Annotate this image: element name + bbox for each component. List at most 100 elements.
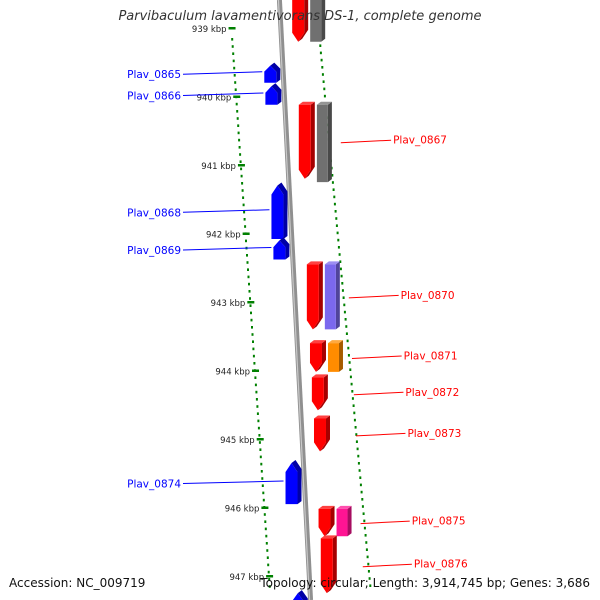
ruler-tick [247, 301, 255, 304]
right-guide-dot [351, 390, 354, 393]
gene-plav-0875 [318, 505, 335, 537]
gene-label: Plav_0868 [127, 207, 181, 219]
left-guide-dot [263, 513, 266, 516]
left-guide-dot [243, 218, 246, 221]
left-guide-dot [241, 182, 244, 185]
ruler-tick [228, 27, 236, 30]
gene-leader-line [182, 71, 263, 75]
genome-backbone [276, 0, 314, 600]
left-guide-dot [250, 318, 253, 322]
left-guide-dot [234, 88, 237, 91]
left-guide-dot [252, 354, 255, 358]
right-guide-dot [367, 570, 370, 573]
left-guide-dot [246, 254, 248, 257]
left-guide-dot [245, 239, 247, 243]
right-guide-dot [337, 246, 340, 249]
gene-label: Plav_0869 [127, 245, 181, 257]
topology-text: Topology: circular; Length: 3,914,745 bp… [260, 576, 590, 590]
left-guide-dot [259, 448, 262, 451]
right-guide-dot [344, 318, 347, 321]
gene-plav-0873 [313, 415, 330, 452]
right-guide-dot [361, 498, 364, 501]
right-guide-dot [358, 469, 361, 472]
left-guide-dot [243, 210, 246, 214]
left-guide-dot [246, 261, 249, 264]
left-guide-dot [250, 311, 252, 315]
left-guide-dot [231, 45, 234, 48]
ruler-tick [242, 232, 250, 235]
gene-label: Plav_0876 [414, 559, 468, 571]
label-layer: Plav_0865 Plav_0866 Plav_0867 Plav_0868 Plav… [127, 69, 468, 570]
right-guide-dot [345, 332, 348, 335]
right-guide-dot [350, 382, 353, 386]
left-guide-dot [240, 167, 243, 171]
right-guide-dot [342, 296, 345, 299]
ruler-tick-label: 941 kbp [201, 162, 236, 172]
left-guide-dot [242, 196, 245, 199]
ruler-tick-label: 945 kbp [220, 436, 255, 446]
gene-leader-line [182, 246, 272, 251]
feature-layer [310, 0, 352, 537]
right-guide-dot [356, 447, 359, 451]
left-guide-dot [252, 347, 255, 351]
right-guide-dot [352, 404, 355, 407]
right-guide-dot [363, 519, 366, 523]
genome-title: Parvibaculum lavamentivorans DS-1, compl… [118, 9, 482, 24]
right-guide-dot [339, 260, 342, 263]
gene-leader-line [360, 520, 410, 525]
right-guide-dot [349, 368, 352, 371]
right-guide-dot [363, 526, 366, 530]
map-dotted-guides [231, 30, 372, 588]
left-guide-dot [238, 146, 241, 149]
left-guide-dot [268, 585, 271, 588]
gene-label: Plav_0875 [412, 516, 466, 528]
right-guide-dot [359, 483, 362, 487]
right-guide-dot [319, 51, 322, 55]
feature-box [327, 340, 343, 372]
right-guide-dot [359, 476, 362, 479]
feature-box [310, 0, 326, 42]
right-guide-dot [334, 210, 337, 213]
left-guide-dot [244, 225, 247, 228]
gene-label: Plav_0871 [404, 350, 458, 362]
gene-plav-0871 [309, 340, 326, 372]
left-guide-dot [264, 527, 267, 531]
right-guide-dot [355, 433, 358, 436]
right-guide-dot [365, 548, 368, 551]
left-guide-dot [256, 405, 259, 408]
right-guide-dot [365, 541, 368, 544]
right-guide-dot [332, 188, 335, 191]
feature-box [324, 261, 340, 330]
gene-plav-0876 [320, 535, 337, 594]
left-guide-dot [259, 455, 262, 459]
left-guide-dot [268, 578, 271, 581]
left-guide-dot [248, 282, 250, 286]
left-guide-dot [266, 549, 269, 552]
ruler-tick-label: 942 kbp [206, 231, 241, 241]
left-guide-dot [239, 160, 242, 163]
right-guide-dot [321, 66, 324, 69]
right-guide-dot [331, 174, 334, 177]
right-guide-dot [333, 202, 336, 206]
left-guide-dot [236, 117, 239, 120]
gene-plav-0867 [298, 101, 315, 179]
right-guide-dot [320, 58, 323, 62]
right-guide-dot [369, 584, 372, 587]
right-guide-dot [368, 577, 371, 580]
gene-leader-line [340, 139, 392, 144]
left-guide-dot [238, 138, 241, 142]
right-guide-dot [338, 253, 341, 256]
right-guide-dot [341, 282, 344, 285]
ruler-tick-label: 946 kbp [225, 505, 260, 515]
right-guide-dot [348, 361, 351, 364]
right-guide-dot [360, 490, 363, 494]
left-guide-dot [261, 477, 264, 480]
gene-plav-0868 [271, 182, 288, 239]
right-guide-dot [341, 289, 344, 292]
left-guide-dot [255, 398, 258, 401]
right-guide-dot [354, 426, 357, 429]
left-guide-dot [241, 189, 244, 192]
left-guide-dot [253, 362, 256, 365]
right-guide-dot [340, 274, 343, 278]
